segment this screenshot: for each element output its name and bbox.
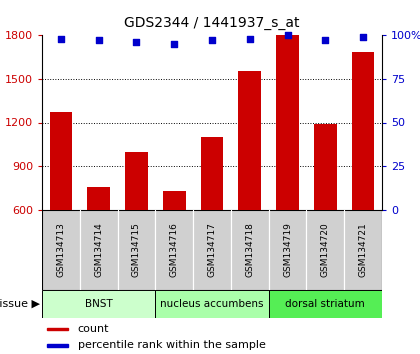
Text: GSM134721: GSM134721 — [359, 223, 368, 278]
Point — [247, 36, 253, 41]
Text: GSM134715: GSM134715 — [132, 223, 141, 278]
Bar — [42, 210, 80, 290]
Title: GDS2344 / 1441937_s_at: GDS2344 / 1441937_s_at — [124, 16, 300, 30]
Text: nucleus accumbens: nucleus accumbens — [160, 299, 264, 309]
Text: percentile rank within the sample: percentile rank within the sample — [78, 340, 265, 350]
Bar — [80, 210, 118, 290]
Bar — [118, 210, 155, 290]
Bar — [314, 124, 337, 297]
Point — [95, 38, 102, 43]
Text: GSM134718: GSM134718 — [245, 223, 254, 278]
Point — [360, 34, 367, 40]
Point — [58, 36, 64, 41]
Bar — [201, 137, 223, 297]
Bar — [47, 344, 68, 347]
Bar — [269, 290, 382, 318]
Text: GSM134713: GSM134713 — [56, 223, 66, 278]
Bar — [344, 210, 382, 290]
Text: GSM134716: GSM134716 — [170, 223, 179, 278]
Text: GSM134714: GSM134714 — [94, 223, 103, 278]
Bar — [269, 210, 307, 290]
Bar — [163, 191, 186, 297]
Bar — [155, 210, 193, 290]
Text: BNST: BNST — [85, 299, 113, 309]
Bar — [352, 52, 375, 297]
Text: count: count — [78, 324, 109, 333]
Bar — [239, 72, 261, 297]
Text: tissue ▶: tissue ▶ — [0, 299, 40, 309]
Point — [209, 38, 215, 43]
Bar — [276, 35, 299, 297]
Point — [322, 38, 329, 43]
Text: GSM134719: GSM134719 — [283, 223, 292, 278]
Bar — [155, 290, 269, 318]
Point — [171, 41, 178, 47]
Bar — [50, 112, 72, 297]
Text: GSM134717: GSM134717 — [207, 223, 216, 278]
Bar — [231, 210, 269, 290]
Text: dorsal striatum: dorsal striatum — [286, 299, 365, 309]
Bar — [193, 210, 231, 290]
Text: GSM134720: GSM134720 — [321, 223, 330, 278]
Bar — [42, 290, 155, 318]
Bar — [87, 187, 110, 297]
Point — [284, 32, 291, 38]
Point — [133, 39, 140, 45]
Bar — [47, 327, 68, 330]
Bar — [125, 152, 148, 297]
Bar — [307, 210, 344, 290]
